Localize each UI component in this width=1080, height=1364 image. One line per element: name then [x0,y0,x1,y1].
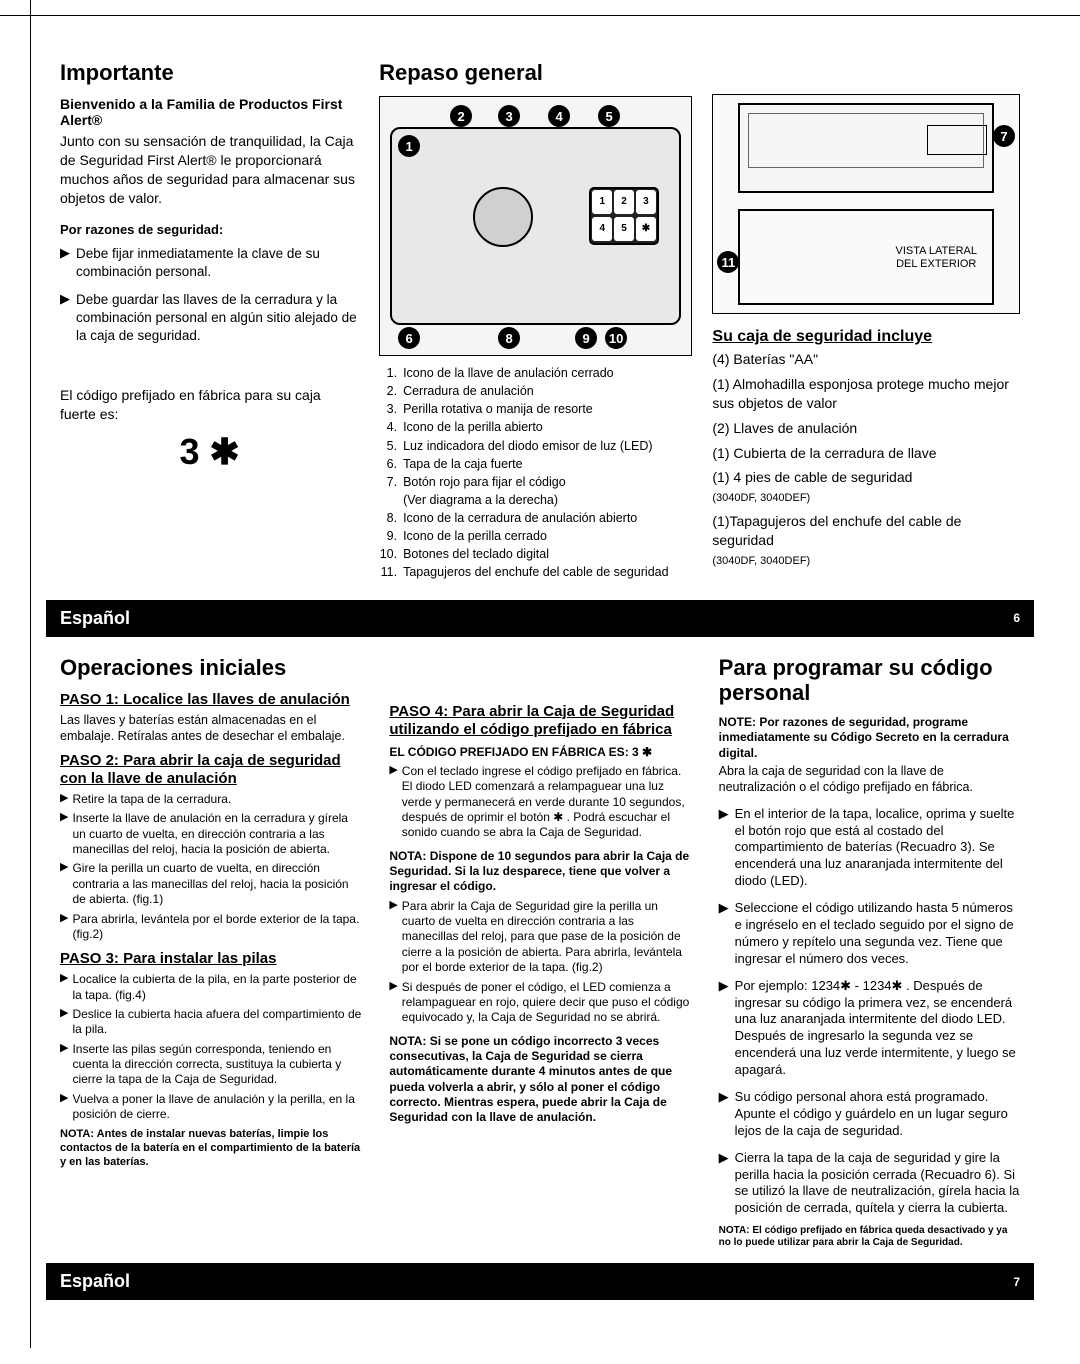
step4-code: EL CÓDIGO PREFIJADO EN FÁBRICA ES: 3 ✱ [389,745,690,760]
lang-label: Español [60,608,130,629]
col-importante: Importante Bienvenido a la Familia de Pr… [60,60,359,582]
triangle-icon: ▶ [60,245,70,281]
callout-6: 6 [398,327,420,349]
leg-11: Tapagujeros del enchufe del cable de seg… [403,563,668,581]
top-row: Importante Bienvenido a la Familia de Pr… [60,60,1020,582]
prog-note-head: NOTE: Por razones de seguridad, programe… [719,715,1020,761]
inc-5: (1) 4 pies de cable de seguridad (3040DF… [712,468,1020,506]
step3-head: PASO 3: Para instalar las pilas [60,950,361,968]
pb4: Su código personal ahora está programado… [735,1089,1020,1140]
inc-4: (1) Cubierta de la cerradura de llave [712,444,1020,463]
lang-label-2: Español [60,1271,130,1292]
s3b1: Localice la cubierta de la pila, en la p… [72,972,361,1003]
prog-foot-note: NOTA: El código prefijado en fábrica que… [719,1225,1020,1249]
s2b2: Inserte la llave de anulación en la cerr… [72,811,361,857]
heading-ops: Operaciones iniciales [60,655,361,681]
language-bar-7: Español 7 [46,1263,1034,1300]
legend-list: 1.Icono de la llave de anulación cerrado… [379,364,692,582]
callout-3: 3 [498,105,520,127]
includes-list: (4) Baterías "AA" (1) Almohadilla esponj… [712,350,1020,569]
callout-11: 11 [717,251,739,273]
safe-front-diagram: 123 45✱ 1 2 3 4 5 6 8 9 10 [379,96,692,356]
inc-1: (4) Baterías "AA" [712,350,1020,369]
s3b4: Vuelva a poner la llave de anulación y l… [72,1092,361,1123]
leg-3: Perilla rotativa o manija de resorte [403,400,593,418]
leg-7b: (Ver diagrama a la derecha) [403,491,558,509]
sec-bullet-1-text: Debe fijar inmediatamente la clave de su… [76,245,359,281]
callout-4: 4 [548,105,570,127]
callout-9: 9 [575,327,597,349]
pb2: Seleccione el código utilizando hasta 5 … [735,900,1020,968]
step4-note1: NOTA: Dispone de 10 segundos para abrir … [389,849,690,895]
inc-2: (1) Almohadilla esponjosa protege mucho … [712,375,1020,413]
step1-head: PASO 1: Localice las llaves de anulación [60,691,361,709]
crop-mark-v [30,0,31,1348]
language-bar-6: Español 6 [46,600,1034,637]
prog-intro: Abra la caja de seguridad con la llave d… [719,763,1020,796]
pb1: En el interior de la tapa, localice, opr… [735,806,1020,890]
ops-row: Operaciones iniciales PASO 1: Localice l… [60,655,1020,1250]
ops-col-3: Para programar su código personal NOTE: … [719,655,1020,1250]
s4b2: Para abrir la Caja de Seguridad gire la … [402,899,691,976]
s3b3: Inserte las pilas según corresponda, ten… [72,1042,361,1088]
heading-repaso: Repaso general [379,60,692,86]
factory-code: 3 ✱ [60,431,359,473]
factory-label: El código prefijado en fábrica para su c… [60,386,359,424]
col-repaso: Repaso general 123 45✱ 1 2 3 4 5 6 8 9 1… [379,60,692,582]
safe-side-diagram: VISTA LATERAL DEL EXTERIOR 7 11 [712,94,1020,314]
intro-text: Junto con su sensación de tranquilidad, … [60,132,359,208]
leg-8: Icono de la cerradura de anulación abier… [403,509,637,527]
safe-outline: 123 45✱ [390,127,681,325]
security-reasons: Por razones de seguridad: [60,222,359,237]
heading-importante: Importante [60,60,359,86]
triangle-icon: ▶ [60,291,70,346]
sec-bullet-2-text: Debe guardar las llaves de la cerradura … [76,291,359,346]
step4-note2: NOTA: Si se pone un código incorrecto 3 … [389,1034,690,1126]
leg-2: Cerradura de anulación [403,382,534,400]
callout-10: 10 [605,327,627,349]
callout-7: 7 [993,125,1015,147]
side-keypad-panel [927,125,987,155]
s4b1: Con el teclado ingrese el código prefija… [402,764,691,841]
callout-5: 5 [598,105,620,127]
side-label: VISTA LATERAL DEL EXTERIOR [895,245,977,271]
leg-4: Icono de la perilla abierto [403,418,543,436]
page-number: 6 [1013,611,1020,625]
callout-1: 1 [398,135,420,157]
callout-2: 2 [450,105,472,127]
sec-bullet-1: ▶ Debe fijar inmediatamente la clave de … [60,245,359,281]
inc-3: (2) Llaves de anulación [712,419,1020,438]
col-includes: VISTA LATERAL DEL EXTERIOR 7 11 Su caja … [712,94,1020,582]
leg-6: Tapa de la caja fuerte [403,455,523,473]
page-number-2: 7 [1013,1275,1020,1289]
callout-8: 8 [498,327,520,349]
sec-bullet-2: ▶ Debe guardar las llaves de la cerradur… [60,291,359,346]
s2b1: Retire la tapa de la cerradura. [72,792,231,807]
safe-dial [473,187,533,247]
leg-5: Luz indicadora del diodo emisor de luz (… [403,437,652,455]
s2b4: Para abrirla, levántela por el borde ext… [72,912,361,943]
pb3: Por ejemplo: 1234✱ - 1234✱ . Después de … [735,978,1020,1079]
leg-1: Icono de la llave de anulación cerrado [403,364,614,382]
step3-note: NOTA: Antes de instalar nuevas baterías,… [60,1128,361,1169]
step4-head: PASO 4: Para abrir la Caja de Seguridad … [389,703,690,739]
manual-page: Importante Bienvenido a la Familia de Pr… [0,0,1080,1348]
step1-body: Las llaves y baterías están almacenadas … [60,712,361,745]
ops-col-1: Operaciones iniciales PASO 1: Localice l… [60,655,361,1250]
inc-6: (1)Tapagujeros del enchufe del cable de … [712,512,1020,569]
s3b2: Deslice la cubierta hacia afuera del com… [72,1007,361,1038]
heading-program: Para programar su código personal [719,655,1020,706]
crop-mark-h [0,15,1080,16]
leg-7: Botón rojo para fijar el código [403,473,566,491]
pb5: Cierra la tapa de la caja de seguridad y… [735,1150,1020,1218]
leg-9: Icono de la perilla cerrado [403,527,547,545]
leg-10: Botones del teclado digital [403,545,549,563]
includes-head: Su caja de seguridad incluye [712,328,1020,346]
step2-head: PASO 2: Para abrir la caja de seguridad … [60,752,361,788]
welcome-head: Bienvenido a la Familia de Productos Fir… [60,96,359,128]
ops-col-2: PASO 4: Para abrir la Caja de Seguridad … [389,695,690,1250]
s4b3: Si después de poner el código, el LED co… [402,980,691,1026]
safe-keypad: 123 45✱ [589,187,659,245]
s2b3: Gire la perilla un cuarto de vuelta, en … [72,861,361,907]
